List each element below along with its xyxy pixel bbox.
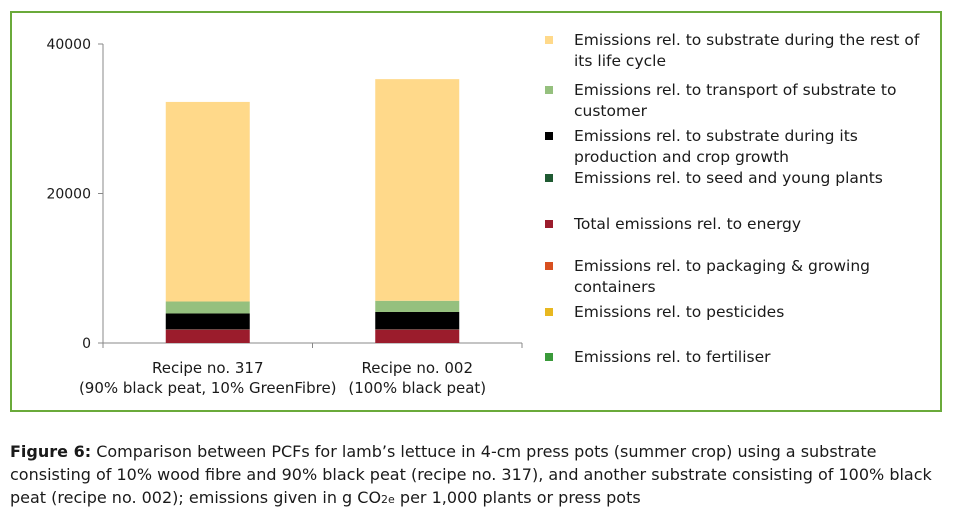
x-category-label: (100% black peat) <box>348 379 486 397</box>
bar-segment <box>375 329 460 343</box>
x-category-label: Recipe no. 002 <box>362 359 474 377</box>
caption-subscript: 2e <box>381 493 395 506</box>
legend-label: Total emissions rel. to energy <box>574 215 802 233</box>
chart-frame <box>10 11 942 412</box>
legend-label: Emissions rel. to substrate during the r… <box>574 31 920 70</box>
legend-item-substrate-production: Emissions rel. to substrate during its p… <box>545 126 925 168</box>
x-category-label: Recipe no. 317 <box>152 359 264 377</box>
legend-item-pesticides: Emissions rel. to pesticides <box>545 302 925 323</box>
legend-label: Emissions rel. to fertiliser <box>574 348 771 366</box>
legend-item-packaging: Emissions rel. to packaging & growing co… <box>545 256 925 298</box>
figure-caption: Figure 6: Comparison between PCFs for la… <box>10 440 950 511</box>
legend-item-fertiliser: Emissions rel. to fertiliser <box>545 347 925 368</box>
legend-item-transport: Emissions rel. to transport of substrate… <box>545 80 925 122</box>
legend-label: Emissions rel. to transport of substrate… <box>574 81 897 120</box>
legend-item-substrate-rest-of-life: Emissions rel. to substrate during the r… <box>545 30 925 72</box>
legend-swatch <box>545 308 553 316</box>
legend-swatch <box>545 353 553 361</box>
caption-label: Figure 6: <box>10 442 92 461</box>
caption-text-end: per 1,000 plants or press pots <box>394 488 641 507</box>
legend-swatch <box>545 262 553 270</box>
y-tick-label: 40000 <box>46 37 91 53</box>
bar-segment <box>375 300 460 312</box>
bar-segment <box>165 313 250 330</box>
legend-item-seed-young-plants: Emissions rel. to seed and young plants <box>545 168 925 189</box>
bar-segment <box>375 311 460 330</box>
legend-swatch <box>545 220 553 228</box>
chart-plot: 0 20000 40000 Recipe no. 317 (90% black peat… <box>46 37 523 397</box>
caption-text: Comparison between PCFs for lamb’s lettu… <box>10 442 932 507</box>
bar-segment <box>165 101 250 302</box>
legend-label: Emissions rel. to seed and young plants <box>574 169 883 187</box>
bar-segment <box>165 301 250 314</box>
legend-label: Emissions rel. to packaging & growing co… <box>574 257 870 296</box>
y-tick-label: 20000 <box>46 187 91 203</box>
legend-item-energy: Total emissions rel. to energy <box>545 214 925 235</box>
legend-label: Emissions rel. to substrate during its p… <box>574 127 858 166</box>
y-tick-label: 0 <box>82 336 91 352</box>
legend-swatch <box>545 86 553 94</box>
legend-swatch <box>545 174 553 182</box>
legend-label: Emissions rel. to pesticides <box>574 303 785 321</box>
legend-swatch <box>545 132 553 140</box>
bar-segment <box>165 329 250 343</box>
bar-segment <box>375 79 460 301</box>
x-category-label: (90% black peat, 10% GreenFibre) <box>79 379 337 397</box>
legend-swatch <box>545 36 553 44</box>
